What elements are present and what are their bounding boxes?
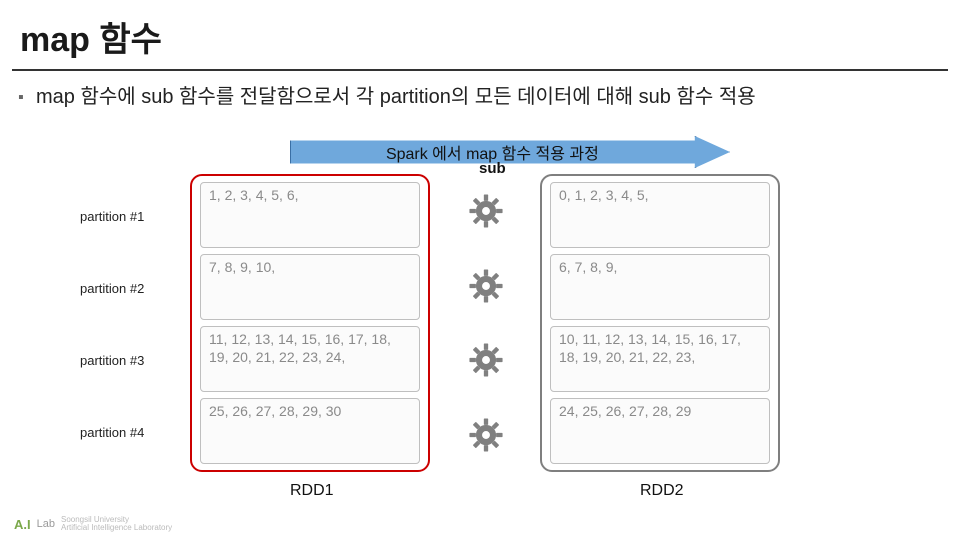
slide-title: map 함수	[0, 0, 960, 69]
footer-tag2: Artificial Intelligence Laboratory	[61, 523, 172, 532]
footer-sub: Lab	[37, 518, 55, 530]
gear-slot	[446, 398, 526, 473]
gear-column	[446, 174, 526, 472]
rdd1-partition: 11, 12, 13, 14, 15, 16, 17, 18, 19, 20, …	[200, 326, 420, 392]
partition-labels: partition #1 partition #2 partition #3 p…	[80, 180, 180, 468]
footer-logo: A.I Lab Soongsil University Artificial I…	[14, 516, 172, 532]
title-underline	[12, 69, 948, 71]
rdd2-partition: 6, 7, 8, 9,	[550, 254, 770, 320]
rdd1-partition: 1, 2, 3, 4, 5, 6,	[200, 182, 420, 248]
process-arrow: Spark 에서 map 함수 적용 과정	[290, 136, 730, 168]
partition-label: partition #3	[80, 324, 180, 396]
gear-icon	[468, 342, 504, 378]
partition-label: partition #1	[80, 180, 180, 252]
rdd1-column: 1, 2, 3, 4, 5, 6, 7, 8, 9, 10, 11, 12, 1…	[190, 174, 430, 472]
rdd2-partition: 10, 11, 12, 13, 14, 15, 16, 17, 18, 19, …	[550, 326, 770, 392]
partition-label: partition #2	[80, 252, 180, 324]
rdd1-caption: RDD1	[290, 482, 334, 500]
partition-label: partition #4	[80, 396, 180, 468]
gear-slot	[446, 323, 526, 398]
gear-icon	[468, 417, 504, 453]
rdd2-column: 0, 1, 2, 3, 4, 5, 6, 7, 8, 9, 10, 11, 12…	[540, 174, 780, 472]
map-diagram: partition #1 partition #2 partition #3 p…	[80, 168, 880, 508]
gear-icon	[468, 268, 504, 304]
rdd2-partition: 0, 1, 2, 3, 4, 5,	[550, 182, 770, 248]
bullet-line: ▪ map 함수에 sub 함수를 전달함으로서 각 partition의 모든…	[0, 83, 960, 111]
rdd2-caption: RDD2	[640, 482, 684, 500]
bullet-text: map 함수에 sub 함수를 전달함으로서 각 partition의 모든 데…	[36, 83, 756, 111]
footer-brand: A.I	[14, 517, 31, 532]
gear-icon	[468, 193, 504, 229]
gear-slot	[446, 174, 526, 249]
rdd1-partition: 25, 26, 27, 28, 29, 30	[200, 398, 420, 464]
rdd1-partition: 7, 8, 9, 10,	[200, 254, 420, 320]
gear-slot	[446, 249, 526, 324]
rdd2-partition: 24, 25, 26, 27, 28, 29	[550, 398, 770, 464]
bullet-glyph: ▪	[18, 83, 36, 109]
